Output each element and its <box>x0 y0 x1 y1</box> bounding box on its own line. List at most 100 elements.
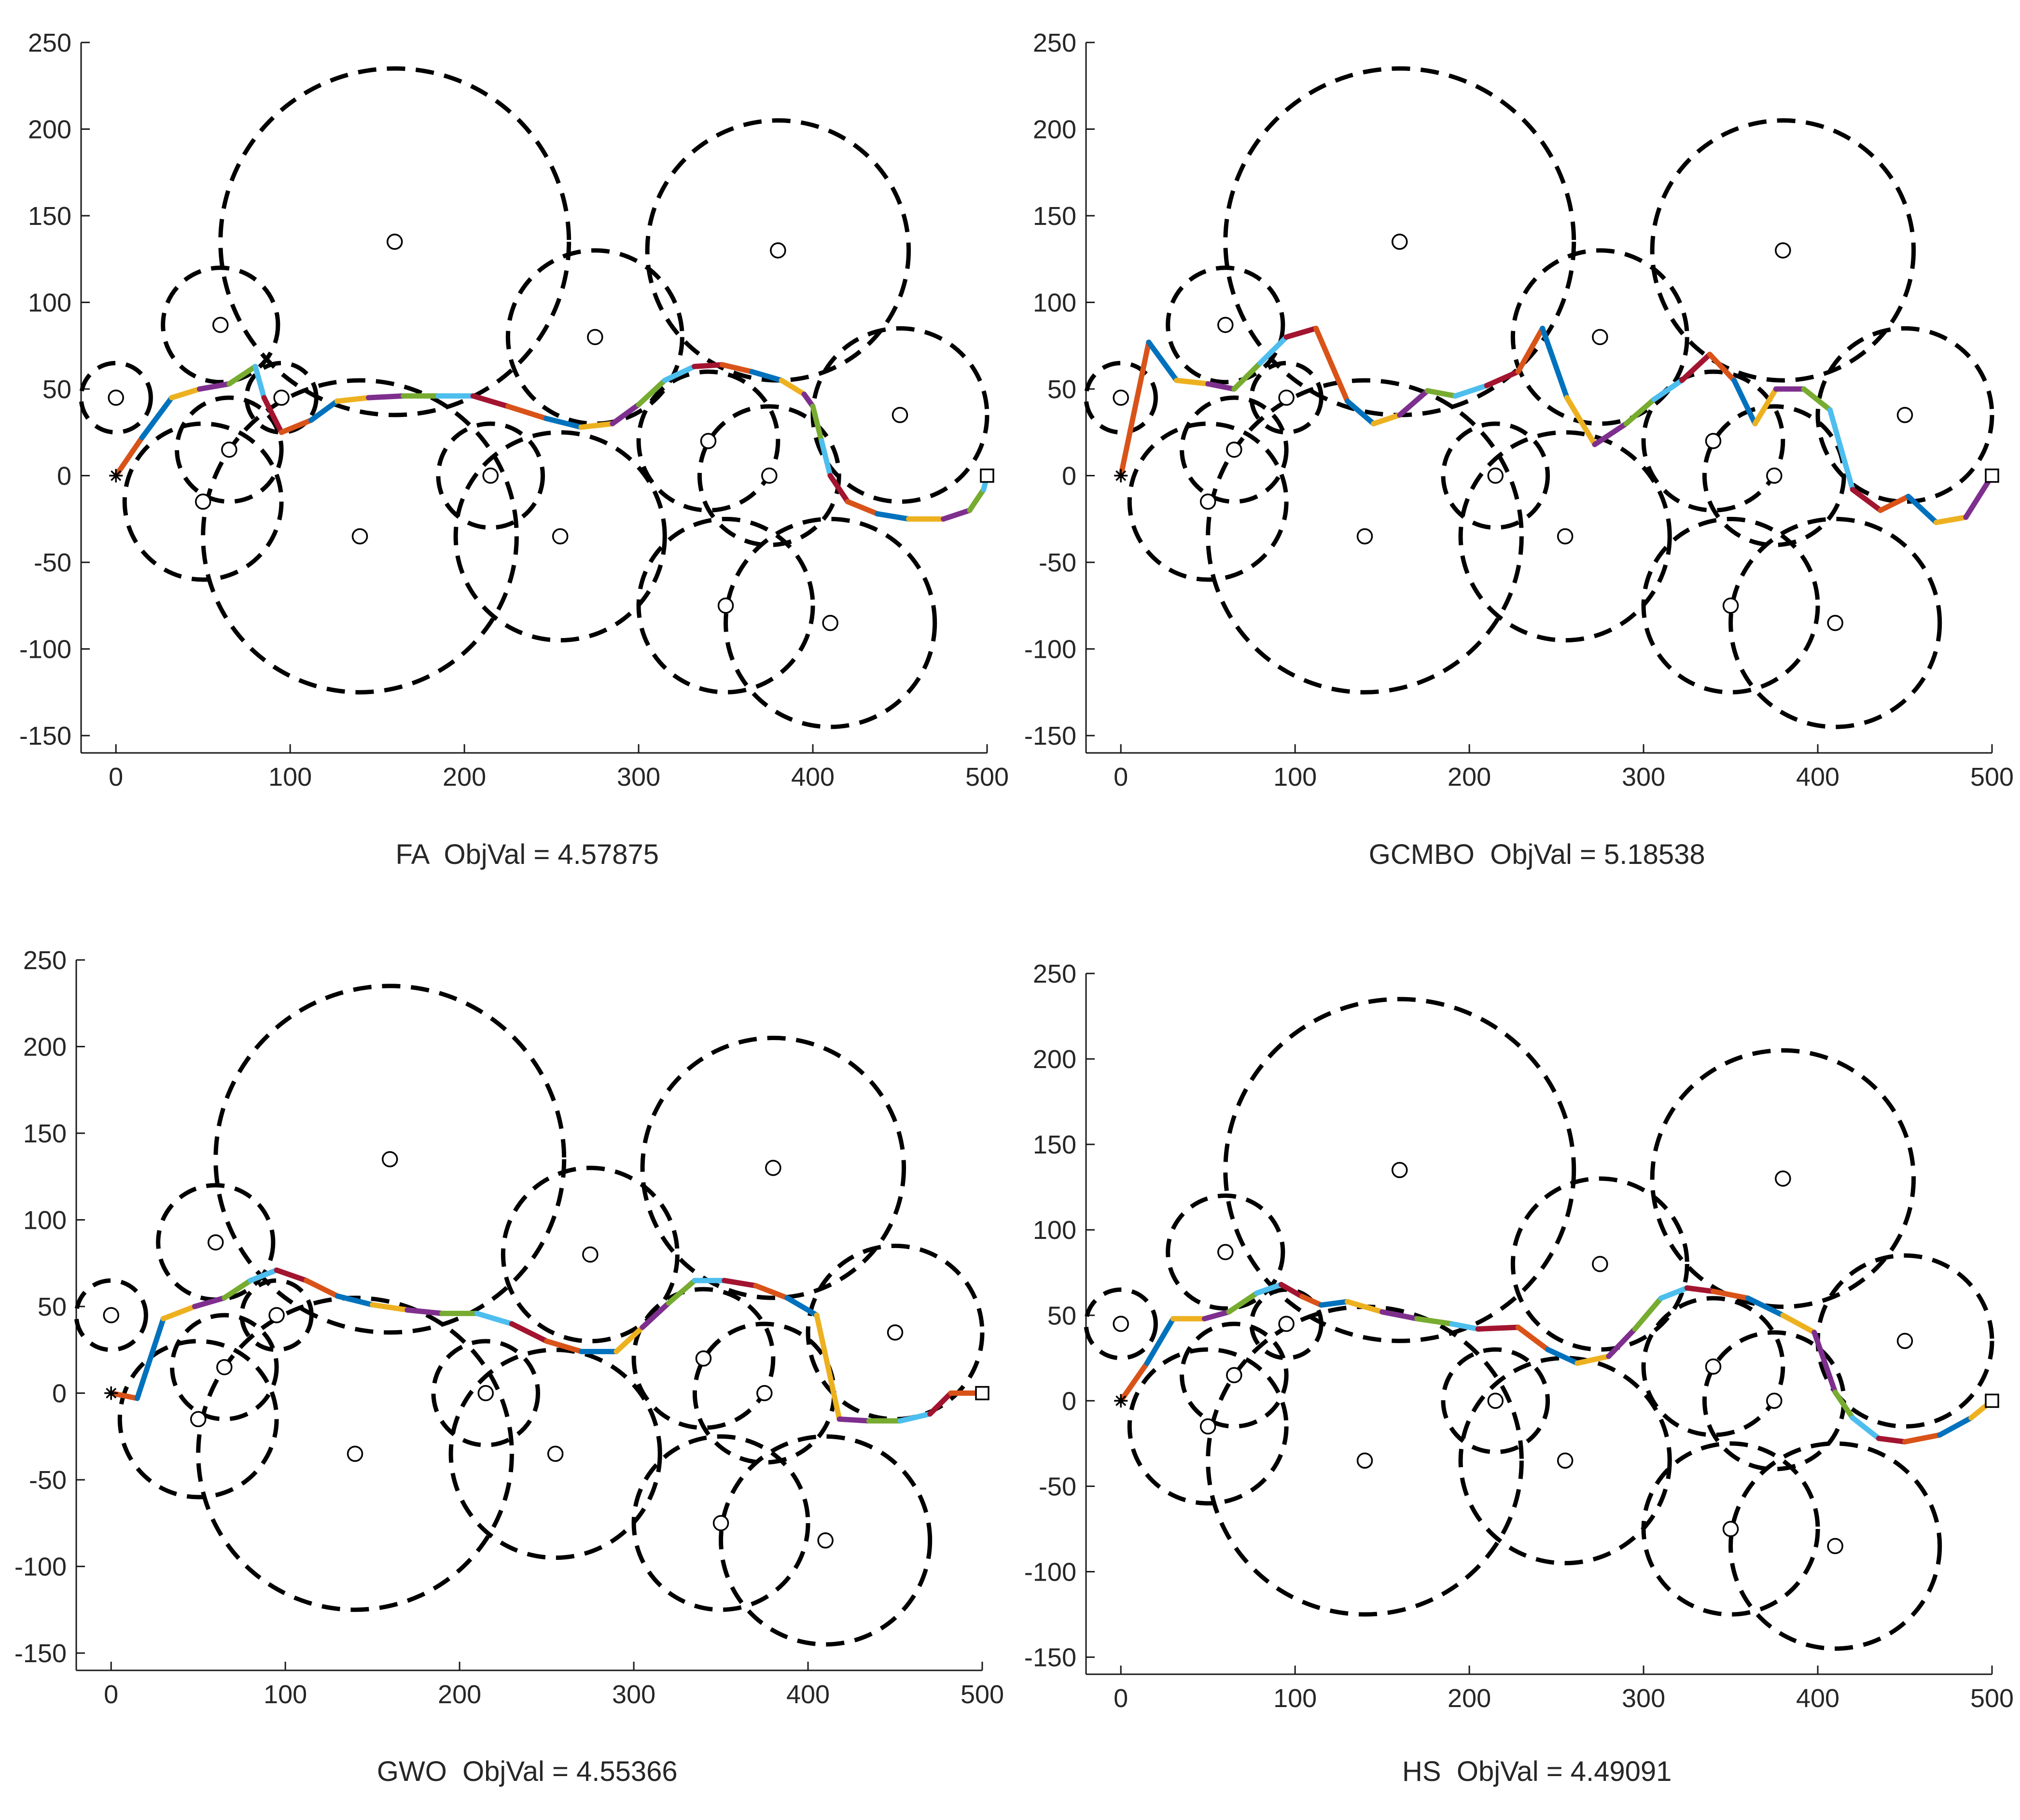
y-tick-label: 150 <box>23 1119 67 1148</box>
path-segment <box>470 393 511 409</box>
path-segment <box>1257 334 1289 366</box>
path-segment <box>1205 381 1237 392</box>
obstacle-center <box>1113 1316 1129 1332</box>
obstacle-circle <box>501 1166 680 1344</box>
path-segment <box>1144 1316 1176 1366</box>
path-segment <box>248 1267 279 1283</box>
obstacle-circle <box>636 516 815 695</box>
path-segment <box>1540 325 1570 401</box>
path-segment <box>722 1278 759 1289</box>
path-segment <box>1623 397 1657 427</box>
end-marker <box>975 1386 989 1401</box>
obstacle-center <box>208 1234 224 1250</box>
path-segment <box>134 1316 166 1401</box>
path-segment <box>1278 1282 1305 1299</box>
path-segment <box>1515 1324 1551 1352</box>
path-segment <box>1318 1299 1350 1308</box>
path-segment <box>1679 351 1713 383</box>
start-marker <box>109 469 123 483</box>
path-segment <box>1684 1285 1716 1294</box>
obstacle-center <box>268 1307 285 1323</box>
path-segment <box>509 1321 550 1344</box>
path-segment <box>279 417 314 435</box>
obstacle-center <box>1557 1452 1574 1469</box>
y-tick-label: -50 <box>1039 548 1076 577</box>
obstacle-circle <box>1728 1441 1942 1651</box>
path-segment <box>1827 407 1855 492</box>
path-segment <box>1344 398 1377 427</box>
obstacle-center <box>1217 1244 1234 1261</box>
chart-hs: 0 100 200 300 400 500250200150100500-50-100-1… <box>1024 959 2014 1713</box>
x-tick-label: 400 <box>1796 1684 1839 1713</box>
path-segment <box>753 1283 790 1301</box>
objval-label: ObjVal <box>1456 1756 1539 1787</box>
path-segment <box>692 362 725 369</box>
path-segment <box>404 1307 445 1316</box>
obstacle-circle <box>636 369 780 513</box>
objval-value: 4.49091 <box>1570 1756 1672 1787</box>
obstacle-center <box>756 1385 773 1402</box>
path-segment <box>226 363 258 387</box>
obstacle-center <box>547 1445 564 1462</box>
path-segment <box>1752 386 1779 427</box>
path-segment <box>1658 1285 1690 1301</box>
path-segment <box>222 1278 253 1301</box>
obstacle-circle <box>640 1036 906 1300</box>
path-segment <box>1475 1324 1521 1332</box>
path-segment <box>1146 339 1180 383</box>
obstacle-center <box>1487 1392 1504 1409</box>
y-tick-label: 0 <box>52 1379 67 1408</box>
path-segment <box>827 473 850 504</box>
obstacle-center <box>1766 1392 1783 1409</box>
obstacle-center <box>1199 493 1216 510</box>
y-tick-label: 100 <box>1033 1216 1076 1245</box>
path-segment <box>636 377 668 407</box>
objval-label: ObjVal <box>1490 839 1572 870</box>
y-tick-label: 100 <box>23 1206 67 1235</box>
y-tick-label: 250 <box>1033 28 1076 57</box>
x-tick-label: 500 <box>961 1680 1004 1709</box>
obstacle-circle <box>436 421 545 530</box>
caption-fa: FA ObjVal = 4.57875 <box>395 839 659 870</box>
obstacle-center <box>712 1515 729 1531</box>
end-marker <box>980 468 994 483</box>
path-segment <box>1201 1309 1232 1321</box>
start-marker <box>1114 1394 1128 1408</box>
path-segment <box>1313 325 1350 404</box>
algorithm-name: GCMBO <box>1368 839 1475 870</box>
y-tick-label: 150 <box>1033 202 1076 231</box>
obstacle-center <box>1896 1333 1913 1349</box>
obstacle-center <box>386 234 403 250</box>
path-segment <box>1174 377 1211 387</box>
obstacle-circle <box>1127 421 1289 582</box>
obstacle-center <box>216 1359 233 1375</box>
obstacle-circle <box>448 1348 662 1560</box>
obstacle-center <box>1487 467 1504 484</box>
obstacle-circle <box>1510 1176 1689 1352</box>
algorithm-name: FA <box>395 839 429 870</box>
path-segment <box>1254 1282 1284 1296</box>
x-tick-label: 100 <box>264 1680 307 1709</box>
obstacle-circle <box>1641 1296 1785 1437</box>
objval-label: ObjVal <box>462 1756 544 1787</box>
path-segment <box>252 363 267 401</box>
y-tick-label: 0 <box>1062 462 1076 491</box>
path-segment <box>308 398 340 423</box>
path-segment <box>1344 1299 1385 1315</box>
path-segment <box>610 402 641 427</box>
obstacle-center <box>817 1532 834 1549</box>
path-segment <box>1651 377 1685 403</box>
path-segment <box>836 1416 872 1424</box>
y-tick-label: 0 <box>1062 1387 1076 1416</box>
x-tick-label: 200 <box>438 1680 481 1709</box>
path-segment <box>1545 1347 1580 1366</box>
objval-value: 5.18538 <box>1604 839 1705 870</box>
objval-value: 4.55366 <box>576 1756 678 1787</box>
path-segment <box>192 1295 227 1309</box>
path-segment <box>505 403 549 421</box>
obstacle-center <box>1766 467 1783 484</box>
obstacle-circle <box>218 66 571 417</box>
path-segment <box>810 403 824 444</box>
obstacle-center <box>1356 1452 1373 1469</box>
caption-hs: HS ObjVal = 4.49091 <box>1402 1756 1672 1787</box>
